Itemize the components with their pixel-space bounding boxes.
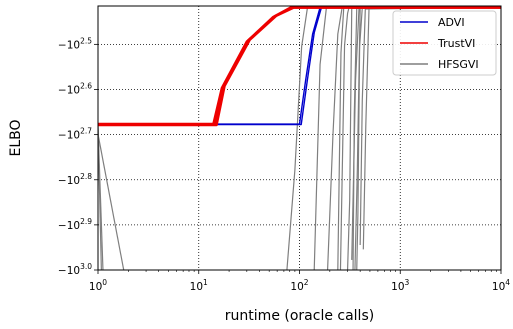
legend: ADVI TrustVI HFSGVI <box>392 10 497 76</box>
y-tick-label-base: 10 <box>67 175 80 187</box>
y-tick-label-exp: 2.6 <box>80 81 92 90</box>
y-tick-label: −102.5 <box>58 36 92 51</box>
y-tick-label-base: 10 <box>67 39 80 51</box>
x-axis-ticks: 100 101 102 103 104 <box>89 270 510 293</box>
series-trustvi <box>98 6 501 127</box>
x-tick-label-base: 10 <box>492 281 505 293</box>
x-tick-label-base: 10 <box>391 281 404 293</box>
x-tick-label: 103 <box>391 278 409 293</box>
y-axis-label: ELBO <box>8 119 24 156</box>
x-tick-label: 102 <box>290 278 308 293</box>
x-tick-label-exp: 1 <box>203 278 208 287</box>
y-tick-label-base: 10 <box>67 84 80 96</box>
y-tick-label-exp: 2.9 <box>80 217 92 226</box>
y-tick-label-sign: − <box>58 265 67 277</box>
legend-label-trustvi: TrustVI <box>437 37 475 50</box>
x-tick-label-base: 10 <box>89 281 102 293</box>
legend-label-advi: ADVI <box>438 16 465 29</box>
x-tick-label-exp: 3 <box>405 278 410 287</box>
y-tick-label-base: 10 <box>67 265 80 277</box>
y-tick-label: −103.0 <box>58 262 92 277</box>
x-tick-label-base: 10 <box>190 281 203 293</box>
x-axis-label: runtime (oracle calls) <box>225 308 374 324</box>
y-tick-label: −102.8 <box>58 172 92 187</box>
y-tick-label-sign: − <box>58 39 67 51</box>
series-layer <box>98 6 501 270</box>
trustvi-line-2 <box>98 6 501 127</box>
hfsgvi-line-1 <box>98 126 104 270</box>
y-tick-label-base: 10 <box>67 220 80 232</box>
legend-box <box>392 10 497 76</box>
y-tick-label-exp: 2.7 <box>80 127 92 136</box>
x-tick-label: 100 <box>89 278 107 293</box>
hfsgvi-line-2 <box>98 134 125 270</box>
y-tick-label-sign: − <box>58 175 67 187</box>
x-tick-label-exp: 0 <box>102 278 107 287</box>
y-tick-label-sign: − <box>58 130 67 142</box>
y-tick-label-exp: 3.0 <box>80 262 92 271</box>
y-tick-label: −102.9 <box>58 217 92 232</box>
x-tick-label: 101 <box>190 278 208 293</box>
y-tick-label-exp: 2.5 <box>80 36 92 45</box>
x-tick-label-exp: 2 <box>304 278 309 287</box>
y-tick-label: −102.7 <box>58 127 92 142</box>
x-tick-label-base: 10 <box>290 281 303 293</box>
x-tick-label-exp: 4 <box>505 278 510 287</box>
legend-label-hfsgvi: HFSGVI <box>438 58 479 71</box>
y-tick-label: −102.6 <box>58 81 92 96</box>
y-axis-ticks: −102.5−102.6−102.7−102.8−102.9−103.0 <box>58 36 98 277</box>
x-tick-label: 104 <box>492 278 510 293</box>
y-tick-label-sign: − <box>58 84 67 96</box>
y-tick-label-base: 10 <box>67 130 80 142</box>
y-tick-label-sign: − <box>58 220 67 232</box>
y-tick-label-exp: 2.8 <box>80 172 92 181</box>
